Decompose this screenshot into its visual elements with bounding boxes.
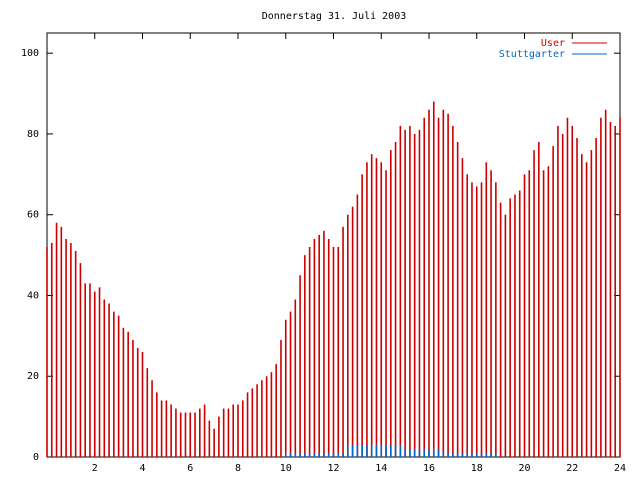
x-tick-label: 8 <box>235 463 241 474</box>
x-tick-label: 4 <box>139 463 145 474</box>
x-tick-label: 12 <box>327 463 339 474</box>
y-tick-label: 100 <box>21 48 39 59</box>
x-tick-label: 6 <box>187 463 193 474</box>
y-tick-label: 20 <box>27 371 39 382</box>
x-tick-label: 24 <box>614 463 626 474</box>
x-tick-label: 22 <box>566 463 578 474</box>
x-tick-label: 2 <box>92 463 98 474</box>
x-tick-label: 14 <box>375 463 387 474</box>
x-tick-label: 16 <box>423 463 435 474</box>
x-tick-label: 18 <box>471 463 483 474</box>
chart-title: Donnerstag 31. Juli 2003 <box>262 11 407 22</box>
y-tick-label: 60 <box>27 210 39 221</box>
x-tick-label: 20 <box>518 463 530 474</box>
x-tick-label: 10 <box>280 463 292 474</box>
legend-label: Stuttgarter <box>499 49 565 60</box>
legend-label: User <box>541 38 565 49</box>
y-tick-label: 0 <box>33 452 39 463</box>
y-tick-label: 40 <box>27 290 39 301</box>
y-tick-label: 80 <box>27 129 39 140</box>
